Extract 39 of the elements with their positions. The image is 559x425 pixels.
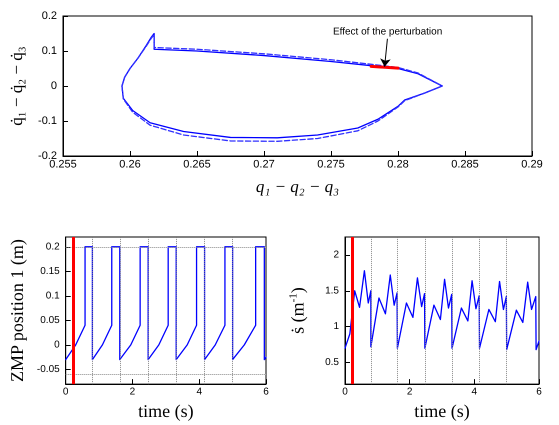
x-tick-label: 0.285 xyxy=(451,158,479,170)
y-tick-label: 0.2 xyxy=(42,10,57,22)
x-tick-label: 2 xyxy=(406,386,413,398)
y-tick-label: 1 xyxy=(333,321,340,332)
y-tick-label: 0 xyxy=(54,339,60,350)
x-tick-label: 0 xyxy=(62,386,69,398)
line-series xyxy=(65,246,267,360)
x-tick-label: 0.255 xyxy=(49,158,77,170)
y-tick-label: 0 xyxy=(50,80,57,92)
y-tick-label: 0.2 xyxy=(46,241,60,252)
y-tick-label: -0.05 xyxy=(36,364,60,375)
x-tick-label: 0.265 xyxy=(183,158,211,170)
x-tick-label: 4 xyxy=(196,386,202,398)
x-tick-label: 0.275 xyxy=(317,158,345,170)
y-tick-label: -0.1 xyxy=(38,115,57,127)
x-tick-label: 6 xyxy=(263,386,270,398)
x-tick-label: 0.26 xyxy=(119,158,141,170)
x-tick-label: 6 xyxy=(536,386,542,398)
y-tick-label: 2 xyxy=(333,249,340,260)
y-axis-title: ZMP position 1 (m) xyxy=(7,239,27,382)
x-tick-label: 0.27 xyxy=(253,158,275,170)
y-tick-label: 0.5 xyxy=(325,357,340,368)
x-axis-title: time (s) xyxy=(414,401,470,421)
x-tick-label: 0 xyxy=(342,386,348,398)
annotation: Effect of the perturbation xyxy=(332,26,442,38)
x-axis-title: q₁ − q₂ − q₃ xyxy=(256,177,340,196)
y-tick-label: 0.1 xyxy=(42,45,57,57)
x-axis-title: time (s) xyxy=(138,401,194,421)
y-axis-title: ṡ (m-1) xyxy=(288,287,308,334)
y-tick-label: 0.15 xyxy=(40,266,60,277)
y-tick-label: 0.05 xyxy=(40,314,60,326)
x-tick-label: 0.28 xyxy=(387,158,409,170)
x-tick-label: 2 xyxy=(130,386,136,398)
x-tick-label: 4 xyxy=(472,386,478,398)
x-tick-label: 0.29 xyxy=(521,158,543,170)
y-axis-title: q̇₁ − q̇₂ − q̇₃ xyxy=(7,46,26,126)
line-series xyxy=(344,270,540,350)
y-tick-label: 0.1 xyxy=(46,290,60,302)
y-tick-label: 1.5 xyxy=(325,285,340,296)
